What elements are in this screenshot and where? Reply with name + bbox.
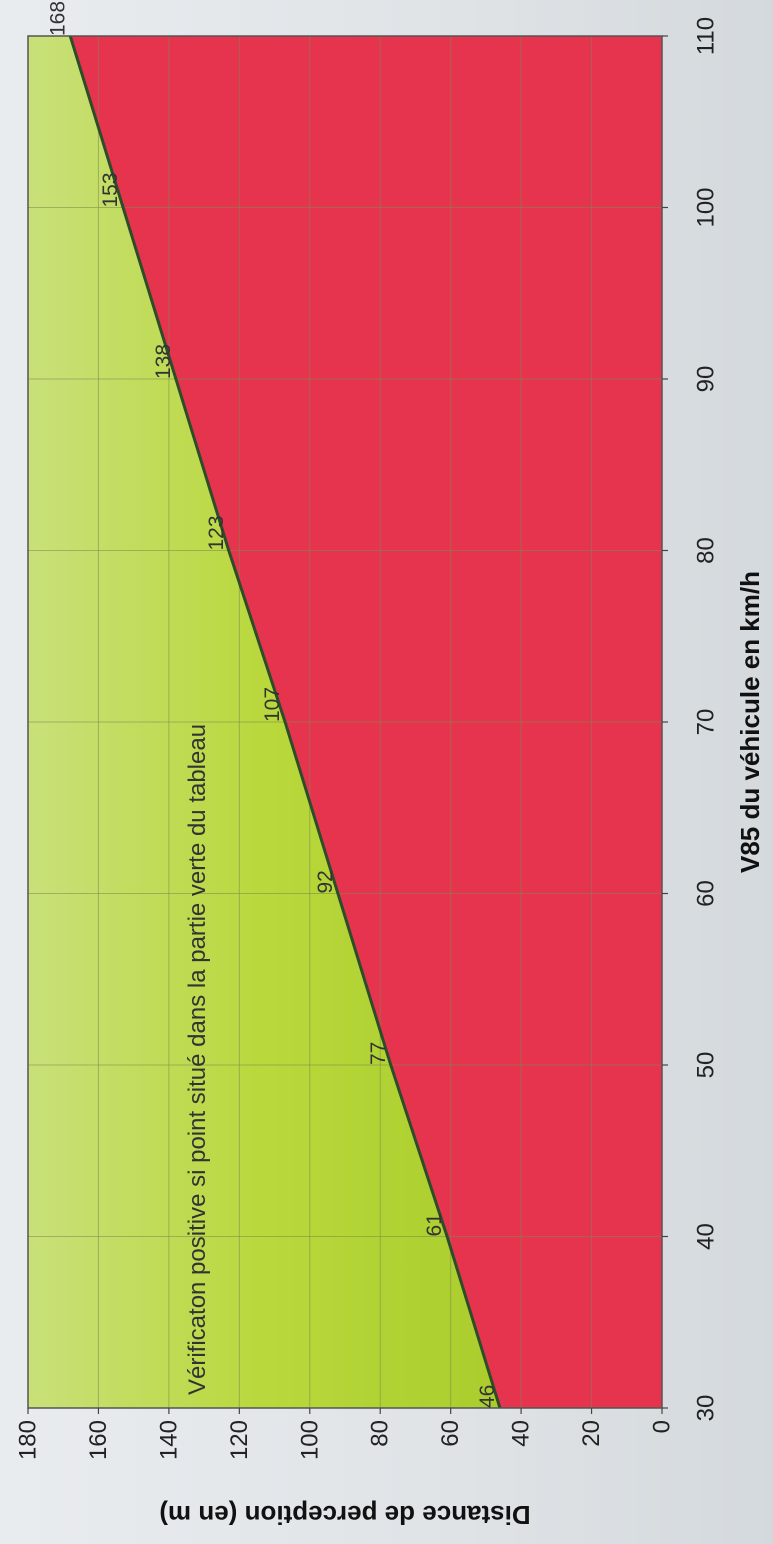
y-tick-label: 140 [155, 1420, 182, 1460]
threshold-series-line [68, 35, 502, 1409]
y-tick-label: 100 [296, 1420, 323, 1460]
x-tick-label: 60 [693, 880, 720, 907]
data-label: 138 [152, 344, 175, 379]
data-labels: 46 61 77 92 107 123 138 153 168 [46, 1, 499, 1408]
y-tick-label: 0 [649, 1420, 676, 1433]
x-tick-label: 70 [693, 709, 720, 736]
data-label: 46 [476, 1385, 499, 1408]
x-axis-title: V85 du véhicule en km/h [735, 571, 765, 873]
y-tick-label: 80 [367, 1420, 394, 1447]
y-tick-label: 20 [578, 1420, 605, 1447]
y-axis-ticks: 0 20 40 60 80 100 120 140 160 180 [15, 1408, 676, 1460]
x-tick-label: 30 [693, 1395, 720, 1422]
y-tick-label: 40 [508, 1420, 535, 1447]
x-tick-label: 110 [693, 17, 720, 55]
y-tick-label: 60 [437, 1420, 464, 1447]
x-tick-label: 50 [693, 1052, 720, 1079]
data-label: 168 [46, 1, 69, 36]
y-tick-label: 160 [85, 1420, 112, 1460]
x-axis-ticks: 30 40 50 60 70 80 90 100 110 [662, 17, 720, 1421]
data-label: 123 [205, 515, 228, 550]
gridlines [28, 36, 662, 1408]
x-tick-label: 100 [693, 187, 720, 227]
data-label: 153 [99, 172, 122, 207]
y-axis-title: Distance de perception (en m) [159, 1500, 530, 1530]
y-tick-label: 180 [15, 1420, 42, 1460]
x-tick-label: 80 [693, 537, 720, 564]
data-label: 77 [367, 1042, 390, 1065]
x-tick-label: 90 [693, 366, 720, 393]
y-tick-label: 120 [226, 1420, 253, 1460]
data-label: 107 [261, 687, 284, 722]
data-label: 92 [314, 870, 337, 893]
data-label: 61 [423, 1213, 446, 1236]
plot-area [27, 35, 663, 1409]
x-tick-label: 40 [693, 1223, 720, 1250]
annotation-text: Vérificaton positive si point situé dans… [184, 724, 211, 1395]
